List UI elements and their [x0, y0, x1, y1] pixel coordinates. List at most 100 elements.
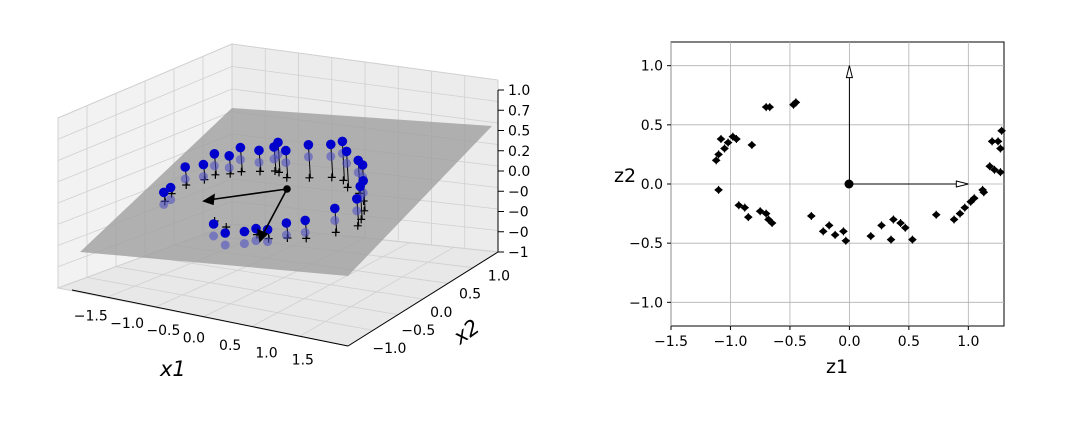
shadow-point [198, 172, 208, 182]
tick-label-x: −0.5 [773, 334, 807, 350]
projected-point [327, 173, 336, 182]
tick-label-x3d: −0.5 [146, 323, 180, 339]
tick-label-z: 0.25 [508, 144, 530, 160]
data-point [765, 103, 775, 112]
data-point [720, 144, 729, 153]
y-axis-label: x2 [448, 315, 484, 350]
projected-point [343, 183, 352, 192]
shadow-point [251, 236, 261, 246]
shadow-point [352, 206, 362, 216]
tick-label-y3d: −1.0 [372, 341, 406, 357]
data-point-3d [355, 181, 366, 192]
projected-point [305, 173, 314, 182]
data-point [839, 227, 848, 236]
data-point [806, 211, 816, 220]
data-point [711, 156, 721, 165]
data-point-3d [352, 194, 362, 204]
projected-point [331, 228, 340, 237]
data-point [747, 140, 757, 149]
tick-label-x3d: 0.5 [219, 338, 241, 354]
data-point-3d [159, 187, 169, 198]
shadow-point [239, 239, 249, 249]
tick-label-z: −1.00 [508, 245, 530, 261]
projected-point [275, 168, 283, 177]
data-point [997, 126, 1006, 135]
data-point [896, 219, 905, 228]
data-point [755, 207, 765, 216]
arrow-head [955, 180, 969, 188]
tick-label-x: −1.0 [713, 334, 747, 350]
data-point-3d [165, 182, 176, 193]
tick-label-x: 0.5 [898, 334, 920, 350]
shadow-point [330, 215, 340, 225]
data-point [824, 221, 834, 230]
projected-point [237, 167, 246, 176]
points-3d [159, 136, 369, 250]
data-point-3d [235, 142, 246, 153]
data-point-3d [341, 146, 352, 157]
shadow-point [342, 158, 352, 168]
data-point [732, 135, 741, 144]
y-axis-label-2d: z2 [614, 165, 636, 187]
data-point [877, 221, 886, 230]
data-point [818, 227, 828, 236]
tick-label-y: −1.0 [629, 295, 663, 311]
data-point-3d [357, 160, 368, 170]
tick-label-z: 0.50 [508, 124, 530, 140]
shadow-point [159, 199, 169, 209]
shadow-point [281, 230, 291, 240]
data-point [960, 203, 970, 212]
data-point-3d [180, 162, 190, 172]
data-point [889, 215, 898, 224]
data-point [931, 210, 941, 219]
data-point-3d [198, 159, 209, 170]
chart-2d-projection: −1.5 −1.0 −0.5 0.0 0.5 1.0 −1.0 −0.5 0.0 0.5 1.0 z… [614, 41, 1006, 378]
tick-label-x: 1.0 [957, 334, 979, 350]
shadow-point [235, 155, 245, 165]
arrow-head [845, 65, 854, 79]
chart-3d-projection: −1.00−0.75−0.50−0.250.000.250.500.751.00… [56, 43, 530, 381]
tick-label-x: 0.0 [838, 334, 860, 350]
tick-label-y: 0.0 [641, 177, 663, 193]
data-point-3d [303, 140, 314, 150]
data-point [767, 219, 777, 228]
data-point [985, 162, 995, 171]
data-point [996, 144, 1005, 153]
shadow-point [254, 157, 264, 167]
projected-point [211, 170, 220, 179]
data-point-3d [224, 151, 234, 161]
data-point [866, 232, 876, 241]
data-point-3d [337, 136, 348, 147]
data-point [714, 185, 723, 194]
data-point-3d [273, 137, 283, 148]
shadow-point [281, 158, 291, 168]
shadow-point [166, 195, 176, 205]
tick-label-y3d: 0.5 [459, 287, 481, 303]
shadow-point [180, 174, 190, 184]
data-point [979, 188, 989, 197]
shadow-point [326, 151, 336, 161]
tick-label-z: −0.50 [508, 205, 530, 221]
projection-line [307, 144, 311, 178]
shadow-point [209, 161, 219, 171]
shadow-point [220, 240, 230, 250]
tick-label-y3d: 0.0 [430, 305, 452, 321]
tick-label-x3d: −1.0 [110, 316, 144, 332]
data-point-3d [281, 145, 291, 156]
data-point [743, 213, 753, 222]
shadow-point [209, 231, 219, 241]
data-point [830, 230, 840, 239]
tick-label-y: 0.5 [641, 118, 663, 134]
principal-axis-arrows [202, 185, 291, 243]
data-point [789, 100, 798, 109]
projection-line [346, 151, 350, 188]
shadow-point [303, 152, 313, 162]
tick-label-z: −0.75 [508, 225, 530, 241]
tick-labels-2d: −1.5 −1.0 −0.5 0.0 0.5 1.0 −1.0 −0.5 0.0 0.5 1.0 [629, 59, 979, 350]
tick-label-z: 0.00 [508, 164, 530, 180]
component-arrows [845, 65, 969, 188]
tick-label-y: 1.0 [641, 59, 663, 75]
x-axis-line [71, 289, 349, 347]
projection-line [330, 144, 334, 178]
tick-label-z: −0.25 [508, 184, 530, 200]
